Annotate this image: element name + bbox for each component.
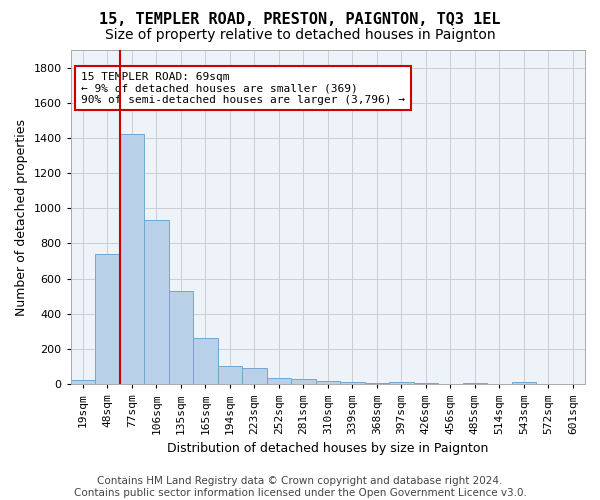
Bar [71, 380, 95, 384]
Text: 15, TEMPLER ROAD, PRESTON, PAIGNTON, TQ3 1EL: 15, TEMPLER ROAD, PRESTON, PAIGNTON, TQ3… [99, 12, 501, 28]
Bar [119, 134, 144, 384]
Bar [512, 382, 536, 384]
Bar [242, 368, 266, 384]
Text: Size of property relative to detached houses in Paignton: Size of property relative to detached ho… [104, 28, 496, 42]
Bar [340, 382, 365, 384]
Bar [218, 366, 242, 384]
Text: 15 TEMPLER ROAD: 69sqm
← 9% of detached houses are smaller (369)
90% of semi-det: 15 TEMPLER ROAD: 69sqm ← 9% of detached … [81, 72, 405, 105]
Bar [266, 378, 291, 384]
Text: Contains HM Land Registry data © Crown copyright and database right 2024.
Contai: Contains HM Land Registry data © Crown c… [74, 476, 526, 498]
Bar [316, 381, 340, 384]
Bar [95, 254, 119, 384]
Bar [144, 220, 169, 384]
Y-axis label: Number of detached properties: Number of detached properties [15, 118, 28, 316]
Bar [389, 382, 413, 384]
Bar [193, 338, 218, 384]
Bar [291, 379, 316, 384]
X-axis label: Distribution of detached houses by size in Paignton: Distribution of detached houses by size … [167, 442, 488, 455]
Bar [169, 291, 193, 384]
